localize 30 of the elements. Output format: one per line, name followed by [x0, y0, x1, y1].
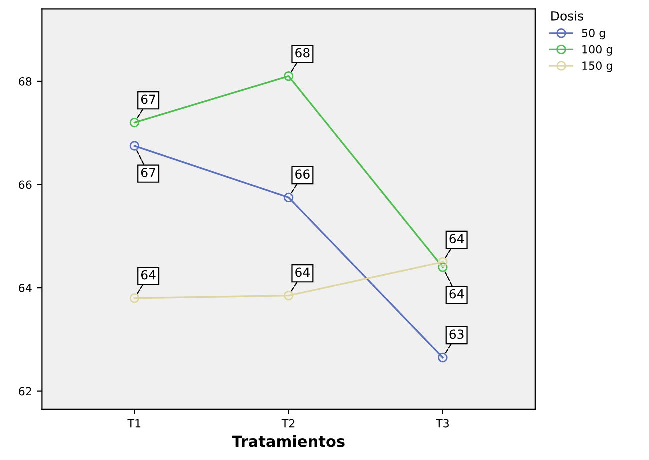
y-tick-label: 68 — [19, 77, 32, 86]
point — [284, 192, 294, 203]
data-label: 68 — [296, 48, 310, 58]
x-tick-label: T1 — [128, 419, 141, 428]
data-label: 64 — [450, 289, 464, 299]
x-tick-label: T3 — [436, 419, 449, 428]
data-label: 67 — [141, 168, 156, 178]
point — [130, 118, 140, 128]
data-label: 66 — [296, 170, 310, 180]
y-tick-label: 64 — [19, 284, 32, 292]
point — [284, 290, 294, 301]
legend-label: 100 g — [582, 45, 612, 56]
data-label: 64 — [141, 270, 156, 280]
y-tick-label: 66 — [19, 180, 32, 190]
legend-label: 50 g — [582, 29, 606, 40]
y-tick-label: 62 — [19, 387, 32, 396]
point — [130, 294, 140, 304]
point — [438, 262, 448, 272]
data-label: 64 — [296, 268, 310, 278]
data-label: 67 — [141, 94, 156, 104]
x-tick-label: T2 — [282, 419, 295, 428]
x-axis-title: Tratamientos — [232, 435, 345, 448]
data-label: 63 — [450, 330, 464, 340]
legend-title: Dosis — [552, 11, 584, 21]
data-label: 64 — [450, 234, 464, 244]
point — [438, 257, 448, 268]
point — [284, 71, 294, 82]
point — [438, 352, 448, 363]
point — [130, 141, 140, 151]
legend-label: 150 g — [582, 62, 612, 72]
